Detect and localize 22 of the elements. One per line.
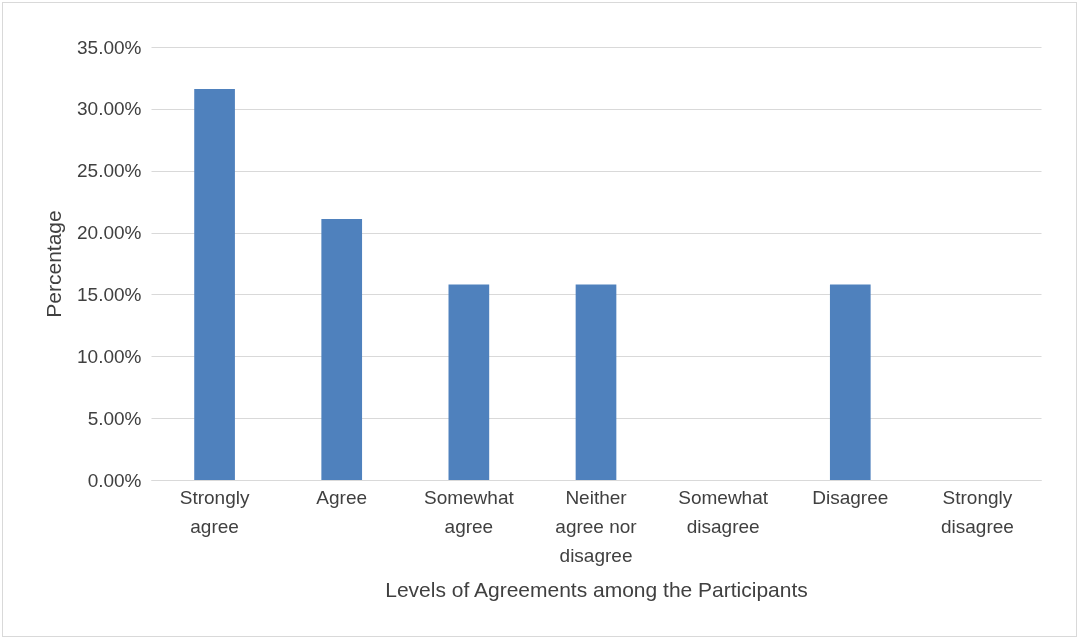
y-tick-label: 25.00% bbox=[77, 160, 142, 182]
x-tick-label: Somewhat disagree bbox=[678, 486, 769, 537]
bar bbox=[448, 284, 490, 480]
x-axis-title: Levels of Agreements among the Participants bbox=[385, 577, 808, 601]
x-tick-label: Disagree bbox=[812, 486, 889, 508]
bar bbox=[194, 89, 235, 480]
bar bbox=[321, 218, 363, 480]
y-tick-label: 20.00% bbox=[77, 222, 142, 244]
y-tick-label: 10.00% bbox=[77, 345, 142, 367]
x-tick-label: Neither agree nor disagree bbox=[555, 486, 638, 566]
y-tick-label: 0.00% bbox=[87, 469, 142, 491]
x-tick-label: Agree bbox=[316, 486, 368, 508]
bar bbox=[829, 284, 871, 480]
bar bbox=[575, 284, 617, 480]
x-tick-label: Strongly disagree bbox=[940, 486, 1014, 537]
y-tick-label: 15.00% bbox=[77, 283, 142, 305]
y-tick-label: 5.00% bbox=[87, 407, 142, 429]
x-tick-label: Strongly agree bbox=[179, 486, 250, 537]
x-tick-label: Somewhat agree bbox=[423, 486, 515, 537]
y-axis-title: Percentage bbox=[42, 210, 66, 318]
y-tick-label: 35.00% bbox=[77, 36, 142, 58]
y-tick-label: 30.00% bbox=[77, 98, 142, 120]
